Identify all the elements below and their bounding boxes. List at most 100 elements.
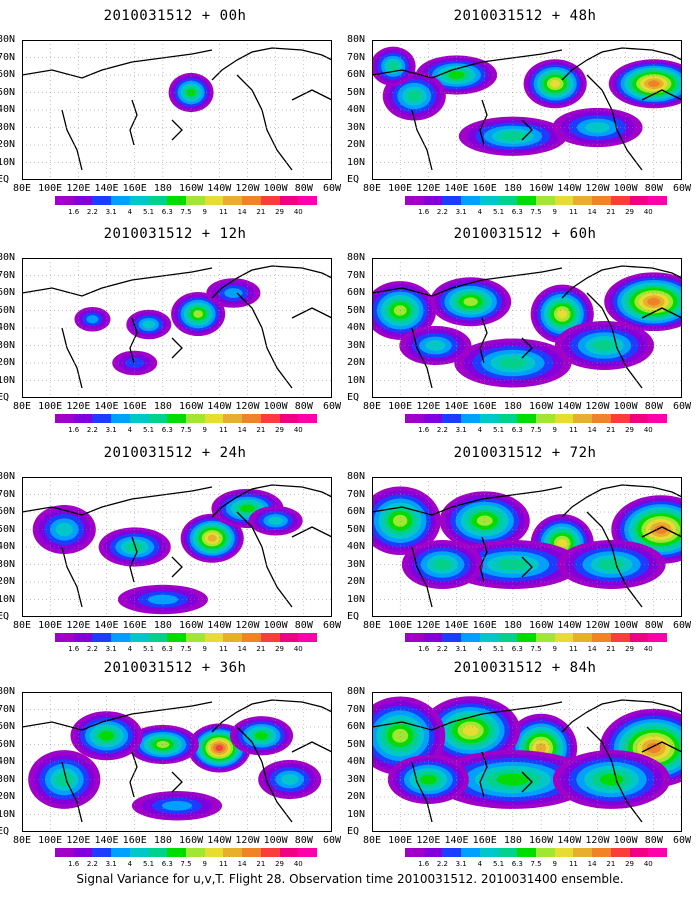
variance-map [22,692,332,832]
coastline [129,317,138,364]
lat-tick-label: EQ [347,392,360,403]
lon-tick-label: 160E [472,401,497,412]
figure-caption: Signal Variance for u,v,T. Flight 28. Ob… [76,872,624,886]
lat-tick-label: EQ [347,611,360,622]
colorbar-level-label: 7.5 [180,645,192,653]
colorbar-level-label: 9 [552,208,557,216]
lon-axis: 80E 100E 120E 140E 160E 180 160W 140W 120W 100W 80… [363,183,691,195]
lat-tick-label: 40N [0,541,16,552]
lon-tick-label: 140E [94,183,119,194]
lat-tick-label: 60N [0,69,16,80]
colorbar-swatch [442,414,462,423]
coastline [291,89,332,101]
lon-tick-label: 140W [207,401,232,412]
colorbar-level-label: 2.2 [436,860,448,868]
lon-tick-label: 80E [12,183,32,194]
colorbar-level-label: 6.3 [511,860,523,868]
colorbar-swatch [111,633,130,642]
colorbar-swatch [592,633,611,642]
lon-tick-label: 100W [263,401,288,412]
map-panel: 2010031512 + 72h 80N 70N 60N 50N 40N 30N 20N 10N… [347,437,700,662]
colorbar-level-label: 2.2 [86,208,98,216]
panel-title: 2010031512 + 24h [103,445,247,461]
colorbar-swatch [92,848,112,857]
lon-tick-label: 120W [235,835,260,846]
lat-tick-label: 10N [0,808,16,820]
colorbar-swatch [498,196,518,205]
lat-tick-label: 50N [347,86,366,98]
colorbar-swatch [55,633,74,642]
coastline [521,771,533,793]
colorbar-swatch [148,414,168,423]
lat-tick-label: 10N [347,156,366,168]
coastline [291,741,332,753]
panel-title: 2010031512 + 12h [103,226,247,242]
colorbar-swatch [405,414,424,423]
lon-tick-label: 120W [585,835,610,846]
variance-contour [557,309,568,319]
variance-contour [268,516,284,525]
panel-title: 2010031512 + 00h [103,8,247,24]
colorbar-swatch [111,196,130,205]
colorbar-swatch [405,848,424,857]
coastline [236,74,293,171]
colorbar-swatch [260,633,280,642]
variance-map [372,258,682,398]
lon-tick-label: 160W [529,401,554,412]
panel-title: 2010031512 + 72h [453,445,597,461]
colorbar-swatch [242,848,261,857]
colorbar-swatch [298,633,318,642]
lat-tick-label: 30N [347,339,366,351]
coastline [372,486,563,516]
colorbar-labels: 1.6 2.2 3.1 4 5.1 6.3 7.5 9 11 14 21 29 40 [55,860,317,870]
colorbar-level-label: 3.1 [455,426,467,434]
lon-tick-label: 120W [585,401,610,412]
lon-tick-label: 80E [362,401,382,412]
variance-contour [255,731,268,740]
lat-tick-label: 20N [0,357,16,368]
lon-tick-label: 100W [613,620,638,631]
lat-tick-label: 40N [347,541,366,552]
lon-tick-label: 100E [388,401,413,412]
lon-tick-label: 100W [613,183,638,194]
colorbar-swatch [279,414,299,423]
colorbar-swatch [55,196,74,205]
lat-tick-label: 80N [347,252,366,263]
lat-tick-label: 20N [0,576,16,587]
colorbar-level-label: 4 [477,208,483,216]
lat-tick-label: 20N [347,576,366,587]
lon-tick-label: 60W [322,620,342,631]
colorbar-labels: 1.6 2.2 3.1 4 5.1 6.3 7.5 9 11 14 21 29 40 [55,208,317,218]
lon-tick-label: 120E [66,835,91,846]
colorbar-swatch [279,848,299,857]
lon-tick-label: 140W [207,183,232,194]
lat-tick-label: 80N [347,34,366,45]
coastline [521,337,533,359]
colorbar-level-label: 5.1 [142,208,155,216]
lat-tick-label: 70N [347,269,366,281]
lat-tick-label: 70N [347,51,366,63]
colorbar-level-label: 3.1 [455,208,467,216]
colorbar-level-label: 21 [256,426,266,434]
lon-tick-label: 100E [388,835,413,846]
colorbar-level-label: 1.6 [68,860,80,868]
map-panel: 2010031512 + 48h 80N 70N 60N 50N 40N 30N 20N 10N… [347,0,700,225]
colorbar-level-label: 7.5 [180,426,192,434]
lat-tick-label: 70N [0,703,16,715]
variance-contour [406,90,422,102]
colorbar-level-label: 1.6 [418,645,430,653]
map-frame [372,692,682,832]
variance-contour [387,61,399,71]
lon-tick-label: 60W [672,401,692,412]
coastline [479,536,488,583]
colorbar-swatch [536,196,555,205]
coastline [479,751,488,798]
variance-contour [599,773,624,786]
colorbar-swatch [223,848,243,857]
colorbar-level-label: 4 [127,426,133,434]
map-panel: 2010031512 + 24h 80N 70N 60N 50N 40N 30N 20N 10N… [0,437,350,662]
colorbar-level-label: 21 [256,208,266,216]
colorbar-swatch [73,848,93,857]
colorbar-swatch [186,196,205,205]
colorbar-swatch [442,196,462,205]
